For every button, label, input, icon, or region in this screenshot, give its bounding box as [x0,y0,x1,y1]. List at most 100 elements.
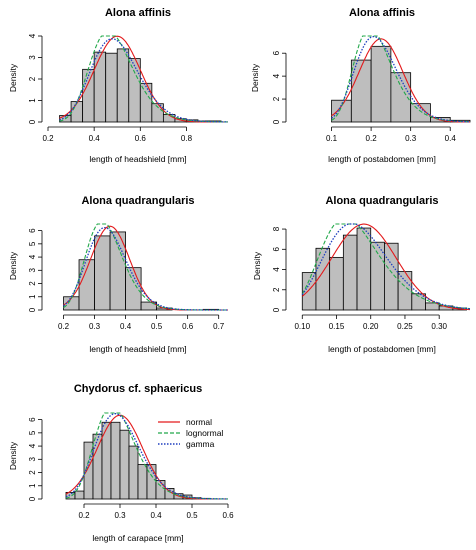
y-tick-label: 1 [28,98,37,103]
x-axis-label: length of headshield [mm] [89,344,186,354]
chart-plot-3: 0 1 2 3 4 5 6 0.2 0.3 0.4 0.5 0.6 0.7 [28,224,228,331]
x-tick-label: 0.2 [78,511,90,520]
x-axis-label: length of headshield [mm] [89,154,186,164]
histogram-bar [384,243,398,310]
x-axis-label: length of postabdomen [mm] [328,344,436,354]
y-tick-label: 2 [28,470,37,475]
x-axis-label: length of postabdomen [mm] [328,154,436,164]
legend-lognormal-label: lognormal [186,428,223,438]
x-tick-label: 0.4 [89,134,101,143]
histogram-bar [83,69,95,122]
histogram-bar [147,465,156,499]
x-tick-label: 0.30 [431,322,447,331]
x-tick-label: 0.2 [366,134,378,143]
histogram-bar [117,49,129,122]
y-tick-label: 3 [28,457,37,462]
y-tick-label: 0 [28,496,37,501]
histogram-bar [138,465,147,499]
x-tick-label: 0.2 [58,322,70,331]
histogram-bar [371,46,391,122]
y-tick-label: 5 [28,430,37,435]
x-tick-label: 0.15 [329,322,345,331]
x-axis-label: length of carapace [mm] [92,533,183,543]
x-tick-label: 0.2 [42,134,54,143]
legend-gamma-label: gamma [186,439,215,449]
histogram-bar [343,235,357,310]
x-tick-label: 0.6 [135,134,147,143]
x-tick-label: 0.4 [445,134,457,143]
y-tick-label: 0 [28,307,37,312]
y-axis-label: Density [252,251,262,280]
x-tick-label: 0.20 [363,322,379,331]
y-tick-label: 2 [28,281,37,286]
y-tick-label: 2 [272,287,281,292]
y-tick-label: 0 [28,119,37,124]
x-tick-label: 0.3 [114,511,126,520]
y-tick-label: 2 [272,96,281,101]
histogram-bar [79,260,95,310]
x-tick-label: 0.8 [181,134,193,143]
histogram-bar [102,422,111,499]
histogram-bar [120,430,129,499]
x-tick-label: 0.6 [182,322,194,331]
y-tick-label: 3 [28,55,37,60]
x-axis: 0.2 0.3 0.4 0.5 0.6 0.7 [58,315,225,331]
y-tick-label: 4 [28,33,37,38]
y-tick-label: 2 [28,76,37,81]
histogram-bar [75,491,84,499]
histogram-bar [398,272,412,310]
y-tick-label: 1 [28,294,37,299]
y-tick-label: 3 [28,268,37,273]
y-axis: 0 1 2 3 4 [28,33,42,124]
histogram-bar [129,59,141,122]
x-tick-label: 0.1 [326,134,338,143]
legend: normal lognormal gamma [158,417,223,449]
y-axis-label: Density [8,251,18,280]
histogram-bar [357,228,371,310]
histogram-bar [93,434,102,499]
x-tick-label: 0.10 [294,322,310,331]
y-tick-label: 6 [272,50,281,55]
histogram-bar [126,268,142,310]
y-axis-label: Density [8,441,18,470]
chart-title: Alona affinis [105,7,171,19]
x-tick-label: 0.25 [397,322,413,331]
histogram-bar [71,102,83,122]
y-tick-label: 8 [272,226,281,231]
chart-plot-2: 02460.1 0.2 0.3 0.4 [272,36,470,143]
x-tick-label: 0.3 [89,322,101,331]
y-tick-label: 0 [272,119,281,124]
histogram-bar [156,480,165,499]
histogram-bar [106,53,118,122]
y-axis: 0 2 4 6 8 [272,226,286,312]
y-tick-label: 5 [28,241,37,246]
x-tick-label: 0.3 [405,134,417,143]
histogram-bar [330,257,344,310]
chart-plot-1: 0 1 2 3 4 0.2 0.4 0.6 0.8 [28,33,228,143]
y-axis: 0246 [272,50,286,124]
histogram-bar [94,52,106,122]
histogram-bar [111,422,120,499]
y-tick-label: 6 [28,417,37,422]
x-axis: 0.1 0.2 0.3 0.4 [326,127,456,143]
y-tick-label: 4 [28,254,37,259]
x-tick-label: 0.4 [120,322,132,331]
x-tick-label: 0.7 [213,322,225,331]
x-tick-label: 0.4 [150,511,162,520]
histogram-bar [95,236,111,310]
y-axis: 0 1 2 3 4 5 6 [28,228,42,312]
x-tick-label: 0.6 [222,511,234,520]
y-tick-label: 6 [272,247,281,252]
x-axis: 0.2 0.3 0.4 0.5 0.6 [78,504,234,520]
y-tick-label: 0 [272,307,281,312]
x-axis: 0.10 0.15 0.20 0.25 0.30 [294,315,447,331]
y-tick-label: 6 [28,228,37,233]
y-tick-label: 4 [28,443,37,448]
x-axis: 0.2 0.4 0.6 0.8 [42,127,192,143]
histogram-bar [129,446,138,499]
y-tick-label: 4 [272,267,281,272]
y-tick-label: 1 [28,483,37,488]
x-tick-label: 0.5 [151,322,163,331]
histogram-bar [140,83,152,122]
